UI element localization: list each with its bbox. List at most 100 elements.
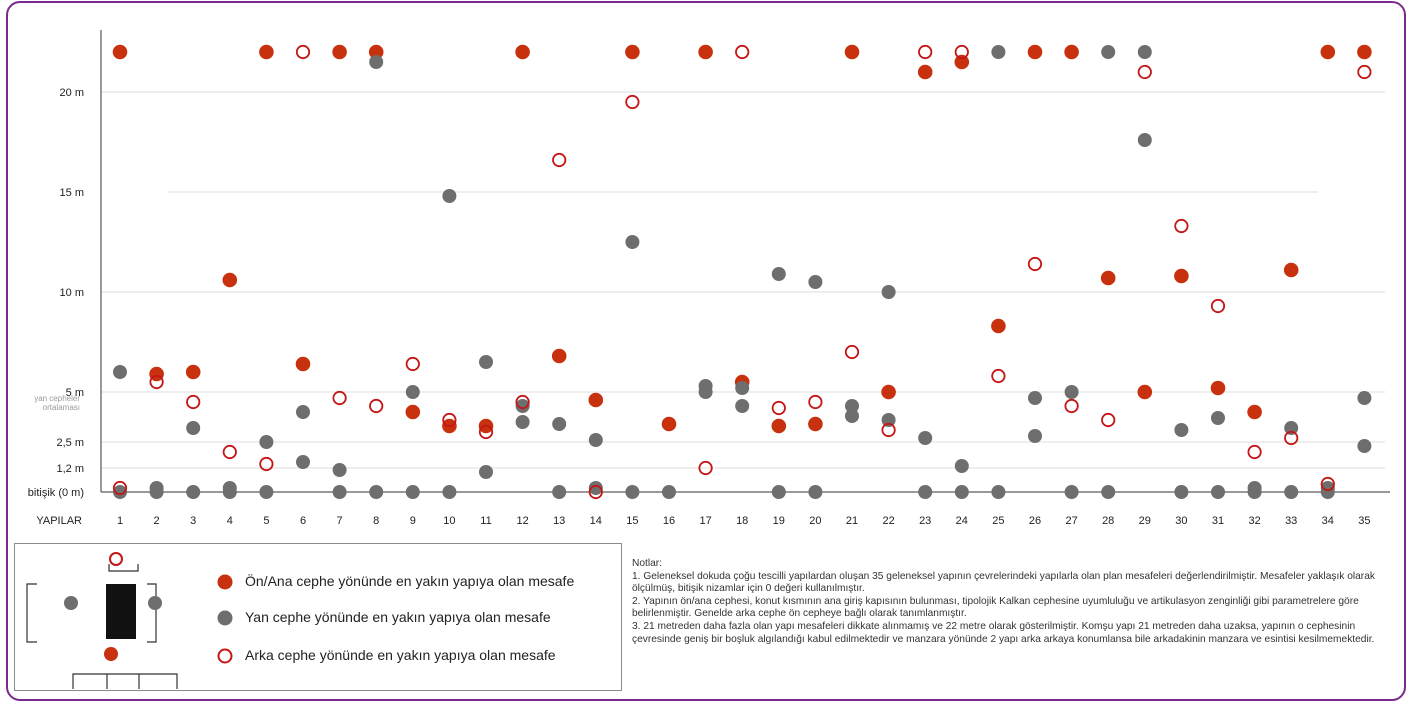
side-point (149, 485, 164, 499)
side-point (442, 485, 457, 499)
side-point (1101, 485, 1116, 499)
x-tick-label: 25 (992, 515, 1004, 527)
front-point (295, 356, 311, 372)
reference-label: yan cepheler (34, 394, 80, 403)
rear-point (478, 424, 494, 440)
front-point (551, 348, 567, 364)
x-tick-label: 5 (263, 515, 269, 527)
side-point (991, 45, 1006, 59)
side-point (1064, 385, 1079, 399)
front-point (1100, 270, 1116, 286)
rear-point (1284, 430, 1299, 446)
rear-point (112, 480, 128, 496)
side-point (1174, 485, 1189, 499)
side-marker-icon (64, 596, 78, 610)
x-tick-label: 30 (1175, 515, 1187, 527)
rear-point (991, 368, 1006, 384)
side-point (442, 189, 457, 203)
rear-point (442, 412, 457, 428)
front-point (368, 44, 384, 60)
legend-box: Ön/Ana cephe yönünde en yakın yapıya ola… (14, 543, 622, 691)
x-tick-label: 9 (410, 515, 416, 527)
building-footprint-icon (106, 584, 136, 639)
x-tick-label: 1 (117, 515, 123, 527)
front-point (917, 64, 933, 80)
side-point (369, 55, 384, 69)
rear-point (735, 44, 750, 60)
side-point (332, 485, 347, 499)
side-point (515, 399, 530, 413)
front-point (1357, 44, 1372, 60)
legend-front-label: Ön/Ana cephe yönünde en yakın yapıya ola… (245, 573, 575, 589)
side-point (625, 485, 640, 499)
front-point (698, 44, 713, 60)
legend-side-icon (217, 610, 233, 626)
side-point (808, 485, 823, 499)
side-point (954, 485, 969, 499)
rear-point (295, 44, 311, 60)
front-point (844, 44, 860, 60)
front-point (1174, 268, 1189, 284)
y-tick-label: 1,2 m (56, 463, 84, 475)
x-tick-label: 8 (373, 515, 379, 527)
side-point (1137, 45, 1152, 59)
x-tick-label: 19 (773, 515, 785, 527)
x-tick-label: 4 (227, 515, 233, 527)
side-point (735, 381, 750, 395)
rear-point (1247, 444, 1262, 460)
rear-point (698, 460, 713, 476)
reference-label: ortalaması (43, 403, 80, 412)
side-point (222, 485, 237, 499)
front-point (661, 416, 677, 432)
rear-neighbor-bracket (108, 564, 139, 572)
x-tick-label: 21 (846, 515, 858, 527)
front-point (808, 416, 823, 432)
legend-diagram (26, 552, 233, 689)
rear-point (1101, 412, 1116, 428)
legend-rear-label: Arka cephe yönünde en yakın yapıya olan … (245, 647, 556, 663)
rear-point (1027, 256, 1043, 272)
side-point (662, 485, 676, 499)
side-point (1284, 421, 1299, 435)
front-point (1247, 404, 1262, 420)
rear-point (186, 394, 201, 410)
x-tick-label: 7 (337, 515, 343, 527)
rear-point (588, 484, 603, 500)
note-item: 2. Yapının ön/ana cephesi, konut kısmını… (632, 595, 1359, 620)
front-point (185, 364, 201, 380)
rear-point (844, 344, 860, 360)
notes-block: Notlar: 1. Geleneksel dokuda çoğu tescil… (632, 558, 1392, 646)
x-tick-label: 2 (154, 515, 160, 527)
side-point (332, 463, 347, 477)
side-point (405, 485, 420, 499)
notes-title: Notlar: (632, 558, 663, 569)
side-point (588, 481, 603, 495)
side-marker-icon (148, 596, 162, 610)
x-tick-label: 33 (1285, 515, 1297, 527)
rear-point (1210, 298, 1226, 314)
legend-rear-icon (217, 648, 233, 664)
x-tick-label: 26 (1029, 515, 1041, 527)
side-point (845, 399, 859, 413)
x-tick-label: 18 (736, 515, 748, 527)
side-point (479, 465, 493, 479)
x-tick-label: 20 (809, 515, 821, 527)
side-point (698, 385, 713, 399)
side-point (259, 435, 274, 449)
side-point (735, 399, 750, 413)
side-point (771, 267, 786, 281)
x-tick-label: 28 (1102, 515, 1114, 527)
y-tick-label: 20 m (60, 87, 84, 99)
x-axis-title: YAPILAR (36, 515, 82, 527)
front-point (1027, 44, 1043, 60)
x-tick-label: 10 (443, 515, 455, 527)
front-point (1320, 44, 1336, 60)
rear-point (881, 422, 896, 438)
rear-point (369, 398, 384, 414)
side-point (186, 485, 201, 499)
front-point (771, 418, 787, 434)
side-point (771, 485, 786, 499)
side-point (186, 421, 201, 435)
x-tick-label: 16 (663, 515, 675, 527)
note-item: 3. 21 metreden daha fazla olan yapı mesa… (632, 620, 1375, 645)
